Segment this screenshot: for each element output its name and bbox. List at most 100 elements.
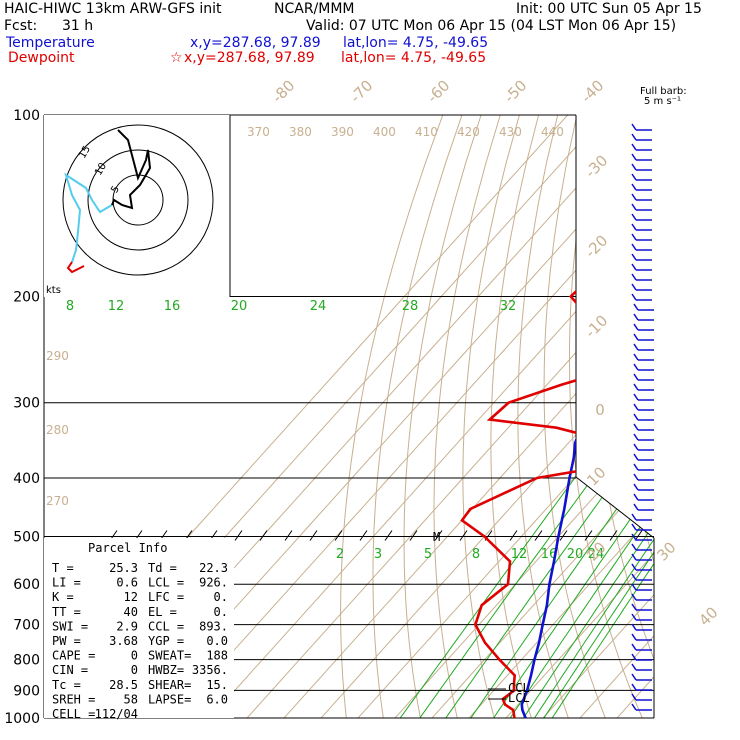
- wind-barb-flag: [631, 593, 637, 601]
- mixing-ratio-line: [493, 296, 654, 718]
- parcel-rows: T = 25.3 Td = 22.3 LI = 0.6 LCL = 926. K = 12 LFC …: [52, 561, 228, 721]
- hodo-units: kts: [46, 285, 61, 296]
- dry-adiabat-line: [340, 115, 444, 718]
- isotherm-line: [246, 115, 654, 718]
- wind-barbs: [631, 123, 654, 711]
- hatch-mark: [534, 530, 543, 541]
- parcel-value: 0.: [214, 605, 228, 619]
- wind-barb-flag: [631, 283, 637, 291]
- mixing-ratio-line: [419, 296, 654, 718]
- parcel-value: 40: [124, 605, 138, 619]
- mixing-ratio-label: 12: [108, 299, 125, 314]
- mixing-ratio-label: 20: [567, 547, 584, 562]
- dry-adiabat-line: [403, 115, 482, 718]
- parcel-label: YGP =: [148, 634, 184, 648]
- parcel-value: 926.: [199, 576, 228, 590]
- wind-barb-flag: [633, 333, 639, 341]
- wind-barb-flag: [633, 353, 639, 361]
- hatch-mark: [259, 530, 268, 541]
- init-time: Init: 00 UTC Sun 05 Apr 15: [516, 1, 702, 17]
- parcel-value: 893.: [199, 619, 228, 633]
- theta-label: 430: [499, 125, 522, 139]
- isotherm-label: 0: [595, 401, 605, 419]
- theta-label: 290: [46, 349, 69, 363]
- isotherm-label: -10: [581, 311, 611, 341]
- parcel-label: Td =: [148, 561, 177, 575]
- wind-barb-flag: [633, 433, 639, 441]
- wind-barb-flag: [633, 463, 639, 471]
- valid-time: Valid: 07 UTC Mon 06 Apr 15 (04 LST Mon …: [306, 18, 676, 34]
- dewpoint-latlon: lat,lon= 4.75, -49.65: [341, 50, 486, 66]
- wind-barb-flag: [631, 253, 637, 261]
- dry-adiabat-line: [664, 115, 740, 718]
- parcel-label: T =: [52, 561, 74, 575]
- isotherm-line: [468, 115, 654, 718]
- theta-label: 440: [541, 125, 564, 139]
- isotherm-line: [505, 115, 654, 718]
- mixing-ratio-label: 3: [374, 547, 382, 562]
- isotherm-label: -30: [581, 151, 611, 181]
- wind-barb-flag: [633, 423, 639, 431]
- star-icon: ☆: [170, 50, 183, 66]
- wind-barb-flag: [633, 303, 639, 311]
- pressure-tick-label: 600: [13, 577, 40, 593]
- hodo-ring-10: [87, 149, 189, 251]
- dry-adiabat-line: [517, 115, 569, 718]
- isotherm-line: [431, 115, 654, 718]
- wind-barb-flag: [633, 363, 639, 371]
- ccl-marker: CCL: [508, 681, 530, 695]
- wind-barb-flag: [633, 473, 639, 481]
- parcel-label: PW =: [52, 634, 81, 648]
- parcel-value: 15.: [206, 678, 228, 692]
- isotherm-label: -80: [268, 76, 298, 106]
- mixing-ratio-line: [445, 296, 654, 718]
- pressure-tick-label: 800: [13, 653, 40, 669]
- dry-adiabat-line: [569, 115, 643, 718]
- theta-label: 380: [289, 125, 312, 139]
- wind-barb-flag: [631, 633, 637, 641]
- parcel-label: SREH =: [52, 692, 95, 706]
- parcel-value: 0.6: [116, 576, 138, 590]
- pressure-tick-label: 100: [13, 108, 40, 124]
- wind-barb-flag: [631, 533, 637, 541]
- hatch-mark: [409, 530, 418, 541]
- parcel-value: 0.: [214, 590, 228, 604]
- parcel-value: 3.68: [109, 634, 138, 648]
- wind-barb-flag: [631, 233, 637, 241]
- pressure-tick-label: 200: [13, 290, 40, 306]
- hatch-mark: [634, 530, 643, 541]
- dry-adiabat-line: [707, 115, 740, 718]
- temperature-legend: Temperature: [5, 35, 95, 51]
- theta-label: 410: [415, 125, 438, 139]
- wind-barb-flag: [631, 563, 637, 571]
- hodo-trace-low: [66, 261, 85, 274]
- mixing-ratio-label: 16: [541, 547, 558, 562]
- hatch-mark: [309, 530, 318, 541]
- parcel-value: 0: [131, 663, 138, 677]
- hatch-mark: [609, 530, 618, 541]
- wind-barb-flag: [633, 443, 639, 451]
- model-title: HAIC-HIWC 13km ARW-GFS init: [4, 1, 222, 17]
- isotherm-line: [283, 115, 654, 718]
- parcel-label: CELL =: [52, 707, 95, 721]
- hodo-trace-upper: [111, 129, 152, 210]
- mixing-ratio-label: 2: [336, 547, 344, 562]
- mixing-ratio-label: 24: [310, 299, 327, 314]
- pressure-labels: 100 200 300 400 500 600 700 800 900 1000: [4, 108, 40, 727]
- wind-barb-flag: [633, 483, 639, 491]
- wind-barb-flag: [633, 393, 639, 401]
- wind-barb-flag: [631, 543, 637, 551]
- parcel-value: 6.0: [206, 692, 228, 706]
- isotherm-line: [209, 115, 654, 718]
- isotherm-line: [357, 115, 654, 718]
- hodograph: 5 10 15 kts: [44, 115, 231, 297]
- parcel-value: 12: [124, 590, 138, 604]
- fcst-value: 31 h: [62, 18, 93, 34]
- mixing-ratio-line: [399, 296, 654, 718]
- wind-barb-flag: [631, 153, 637, 161]
- parcel-value: 3356.: [192, 663, 228, 677]
- barb-legend-title: Full barb:: [640, 86, 687, 97]
- theta-label: 420: [457, 125, 480, 139]
- wind-barb-flag: [633, 493, 639, 501]
